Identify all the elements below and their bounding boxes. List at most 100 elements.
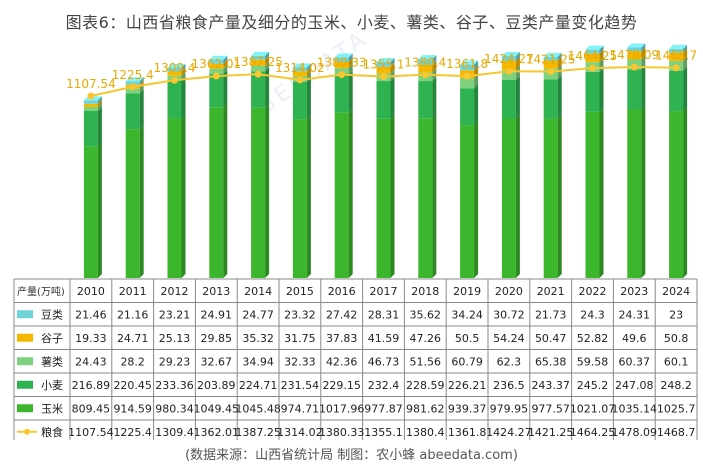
table-cell-谷子-2018: 47.26 — [410, 332, 442, 345]
table-cell-粮食-2020: 1424.27 — [486, 426, 532, 439]
bar-side-玉米-2015 — [306, 115, 311, 279]
bar-top-2014 — [251, 51, 270, 56]
bar-玉米-2018 — [418, 118, 433, 278]
line-label-2022: 1464.25 — [568, 49, 618, 63]
bar-side-豆类-2024 — [683, 44, 688, 53]
bar-小麦-2024 — [669, 70, 684, 112]
bar-玉米-2020 — [501, 118, 516, 278]
table-cell-豆类-2011: 21.16 — [117, 308, 149, 321]
bar-side-豆类-2015 — [306, 63, 311, 72]
table-header-2010: 2010 — [77, 285, 105, 298]
bar-谷子-2012 — [167, 71, 182, 76]
bar-top-2016 — [334, 53, 353, 58]
line-label-2020: 1424.27 — [484, 52, 534, 66]
point-粮食-2024 — [672, 64, 680, 72]
bar-side-小麦-2018 — [432, 77, 437, 119]
table-header-2014: 2014 — [244, 285, 272, 298]
bar-top-2012 — [167, 63, 186, 68]
bar-side-小麦-2011 — [139, 89, 144, 130]
table-cell-玉米-2016: 1017.96 — [319, 402, 365, 415]
point-粮食-2010 — [87, 92, 95, 100]
table-cell-粮食-2019: 1361.8 — [448, 426, 487, 439]
bar-玉米-2012 — [167, 118, 182, 278]
table-cell-小麦-2016: 229.15 — [322, 379, 361, 392]
bar-side-小麦-2017 — [390, 77, 395, 119]
bar-side-薯类-2014 — [265, 61, 270, 72]
bar-side-小麦-2023 — [641, 65, 646, 110]
table-cell-粮食-2017: 1355.1 — [364, 426, 403, 439]
bar-side-豆类-2010 — [97, 96, 102, 104]
bar-side-豆类-2016 — [348, 53, 353, 62]
bar-side-玉米-2014 — [265, 103, 270, 278]
bar-薯类-2013 — [209, 68, 224, 75]
table-cell-豆类-2023: 24.31 — [619, 308, 651, 321]
bar-玉米-2021 — [543, 118, 558, 278]
bar-side-薯类-2016 — [348, 64, 353, 76]
point-粮食-2011 — [129, 83, 137, 91]
bar-side-谷子-2014 — [265, 55, 270, 66]
table-cell-玉米-2024: 1025.7 — [657, 402, 696, 415]
bar-薯类-2014 — [251, 65, 266, 72]
bar-豆类-2011 — [125, 81, 140, 85]
table-cell-玉米-2011: 914.59 — [113, 402, 152, 415]
table-header-2018: 2018 — [411, 285, 439, 298]
table-cell-小麦-2024: 248.2 — [660, 379, 692, 392]
table-cell-玉米-2018: 981.62 — [406, 402, 445, 415]
bar-豆类-2019 — [460, 64, 475, 71]
table-cell-谷子-2013: 29.85 — [201, 332, 233, 345]
point-粮食-2012 — [171, 76, 178, 84]
bar-玉米-2013 — [209, 107, 224, 278]
table-cell-薯类-2024: 60.1 — [664, 355, 689, 368]
table-cell-谷子-2019: 50.5 — [455, 332, 480, 345]
table-cell-粮食-2018: 1380.4 — [406, 426, 445, 439]
bar-side-小麦-2020 — [515, 76, 520, 119]
bar-side-豆类-2020 — [515, 52, 520, 62]
table-cell-粮食-2015: 1314.02 — [277, 426, 323, 439]
bar-top-2020 — [501, 52, 520, 57]
table-cell-小麦-2019: 226.21 — [448, 379, 487, 392]
bar-side-豆类-2023 — [641, 43, 646, 52]
bar-side-谷子-2022 — [599, 49, 604, 63]
bar-谷子-2023 — [627, 51, 642, 60]
table-cell-薯类-2013: 32.67 — [201, 355, 233, 368]
bar-side-豆类-2018 — [432, 55, 437, 65]
table-cell-豆类-2012: 23.21 — [159, 308, 191, 321]
table-cell-薯类-2020: 62.3 — [497, 355, 522, 368]
bar-side-玉米-2010 — [97, 142, 102, 278]
table-cell-谷子-2016: 37.83 — [326, 332, 358, 345]
table-cell-粮食-2021: 1421.25 — [528, 426, 574, 439]
point-粮食-2018 — [421, 71, 429, 79]
bar-side-谷子-2024 — [683, 48, 688, 61]
bar-top-2013 — [209, 55, 228, 60]
bar-小麦-2012 — [167, 80, 182, 119]
bar-side-玉米-2022 — [599, 107, 604, 278]
bar-side-谷子-2013 — [223, 59, 228, 69]
legend-swatch-豆类 — [17, 310, 33, 319]
bar-小麦-2010 — [83, 110, 98, 147]
table-cell-薯类-2010: 24.43 — [75, 355, 107, 368]
table-cell-薯类-2018: 51.56 — [410, 355, 442, 368]
bar-side-薯类-2024 — [683, 56, 688, 71]
bar-side-小麦-2014 — [265, 67, 270, 108]
table-cell-谷子-2020: 54.24 — [493, 332, 525, 345]
table-header-2023: 2023 — [620, 285, 648, 298]
bar-小麦-2018 — [418, 81, 433, 119]
table-header-2012: 2012 — [161, 285, 189, 298]
legend-label-玉米: 玉米 — [41, 402, 63, 415]
bar-小麦-2016 — [334, 75, 349, 113]
line-label-2018: 1380.4 — [404, 56, 446, 70]
bar-top-2023 — [627, 43, 646, 48]
table-cell-粮食-2012: 1309.4 — [155, 426, 194, 439]
bar-豆类-2012 — [167, 67, 182, 72]
bar-top-2018 — [418, 55, 437, 60]
table-cell-粮食-2024: 1468.7 — [657, 426, 696, 439]
table-unit-label: 产量(万吨) — [17, 285, 65, 298]
bar-side-玉米-2020 — [515, 114, 520, 278]
table-cell-谷子-2017: 41.59 — [368, 332, 400, 345]
bar-side-薯类-2011 — [139, 84, 144, 94]
bar-豆类-2020 — [501, 56, 516, 62]
table-cell-谷子-2014: 35.32 — [242, 332, 274, 345]
bar-谷子-2018 — [418, 64, 433, 73]
bar-豆类-2010 — [83, 100, 98, 104]
table-cell-小麦-2015: 231.54 — [281, 379, 320, 392]
